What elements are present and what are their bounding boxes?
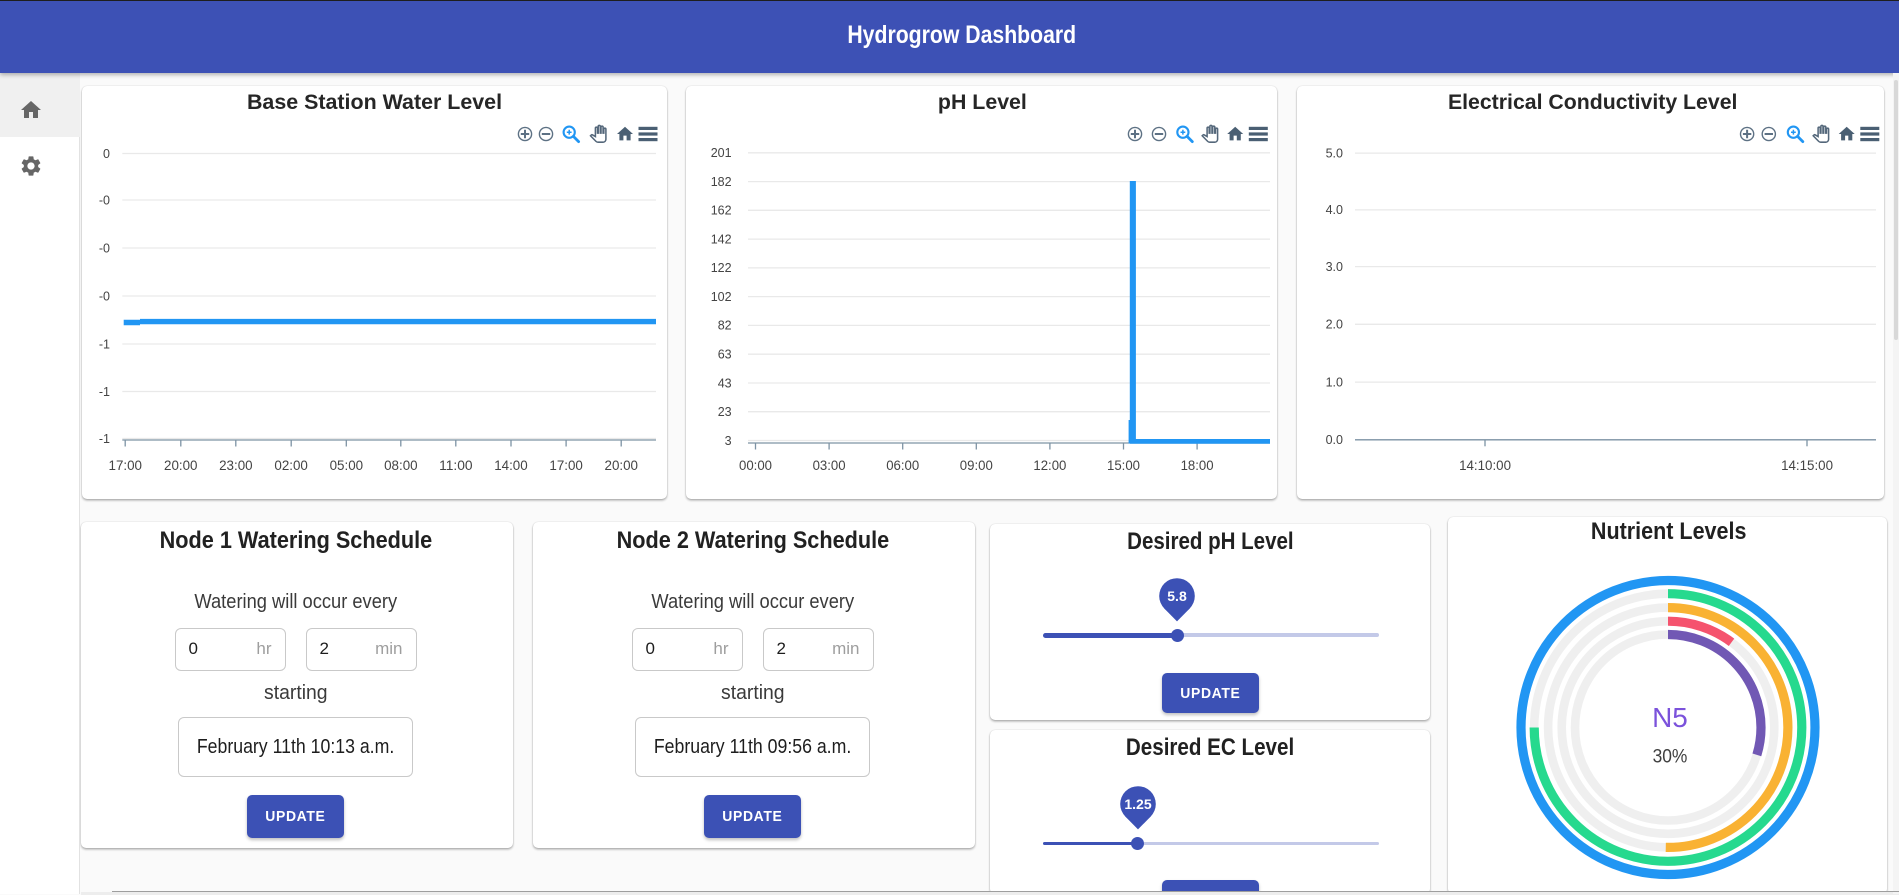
svg-text:-1: -1 <box>99 385 110 399</box>
svg-text:2.0: 2.0 <box>1326 318 1343 332</box>
svg-text:162: 162 <box>711 204 732 218</box>
svg-text:03:00: 03:00 <box>813 458 846 473</box>
svg-text:4.0: 4.0 <box>1326 203 1343 217</box>
svg-text:0: 0 <box>103 147 110 161</box>
svg-text:08:00: 08:00 <box>384 458 418 473</box>
svg-text:43: 43 <box>718 376 732 390</box>
svg-text:-1: -1 <box>99 337 110 351</box>
svg-text:02:00: 02:00 <box>274 458 308 473</box>
svg-text:14:00: 14:00 <box>494 458 528 473</box>
svg-text:201: 201 <box>711 146 732 160</box>
svg-text:82: 82 <box>718 319 732 333</box>
svg-text:06:00: 06:00 <box>886 458 919 473</box>
svg-text:05:00: 05:00 <box>330 458 364 473</box>
svg-text:5.8: 5.8 <box>1167 588 1187 604</box>
svg-text:20:00: 20:00 <box>164 458 198 473</box>
svg-text:30%: 30% <box>1653 747 1688 768</box>
svg-text:23: 23 <box>718 405 732 419</box>
svg-text:1.0: 1.0 <box>1326 375 1343 389</box>
svg-text:17:00: 17:00 <box>549 458 583 473</box>
svg-text:14:15:00: 14:15:00 <box>1781 458 1833 473</box>
svg-text:17:00: 17:00 <box>109 458 143 473</box>
svg-text:20:00: 20:00 <box>605 458 639 473</box>
svg-text:12:00: 12:00 <box>1033 458 1066 473</box>
svg-text:Electrical Conductivity Level: Electrical Conductivity Level <box>1448 91 1737 114</box>
svg-text:11:00: 11:00 <box>439 458 473 473</box>
svg-text:18:00: 18:00 <box>1181 458 1214 473</box>
svg-text:-0: -0 <box>99 193 110 207</box>
svg-text:00:00: 00:00 <box>739 458 772 473</box>
svg-text:09:00: 09:00 <box>960 458 993 473</box>
svg-text:pH Level: pH Level <box>938 91 1027 114</box>
svg-text:0.0: 0.0 <box>1326 433 1343 447</box>
svg-text:-0: -0 <box>99 289 110 303</box>
svg-text:-1: -1 <box>99 432 110 446</box>
svg-text:102: 102 <box>711 290 732 304</box>
svg-text:3: 3 <box>725 434 732 448</box>
svg-text:-0: -0 <box>99 241 110 255</box>
svg-text:63: 63 <box>718 348 732 362</box>
svg-text:1.25: 1.25 <box>1124 796 1151 812</box>
svg-text:15:00: 15:00 <box>1107 458 1140 473</box>
svg-text:Base Station Water Level: Base Station Water Level <box>247 91 502 114</box>
svg-text:142: 142 <box>711 232 732 246</box>
svg-text:N5: N5 <box>1652 702 1688 733</box>
svg-text:3.0: 3.0 <box>1326 260 1343 274</box>
svg-text:14:10:00: 14:10:00 <box>1459 458 1511 473</box>
svg-text:122: 122 <box>711 261 732 275</box>
svg-text:23:00: 23:00 <box>219 458 253 473</box>
svg-text:5.0: 5.0 <box>1326 146 1343 160</box>
svg-text:182: 182 <box>711 175 732 189</box>
